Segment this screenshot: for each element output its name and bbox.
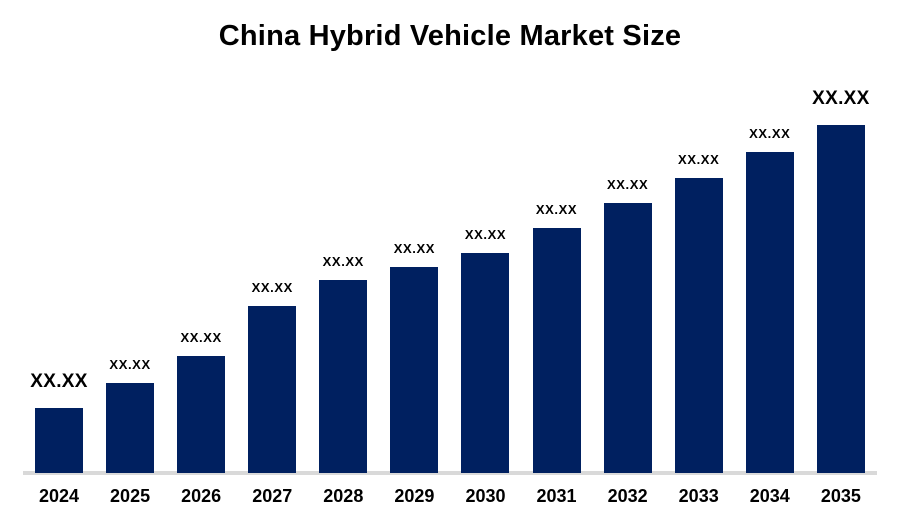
bar-value-label: XX.XX xyxy=(749,126,791,141)
bar xyxy=(390,267,439,473)
x-axis-label: 2025 xyxy=(110,486,151,506)
bar xyxy=(532,228,581,473)
x-axis-label: 2031 xyxy=(536,486,577,506)
bar xyxy=(177,356,226,473)
x-axis-line xyxy=(23,471,877,475)
bar xyxy=(745,152,794,473)
bar-group: XX.XX xyxy=(603,177,652,473)
x-axis-label: 2035 xyxy=(820,486,861,506)
bar-group: XX.XX xyxy=(248,280,297,473)
bar-value-label: XX.XX xyxy=(464,227,507,242)
bar-group: XX.XX xyxy=(812,88,869,473)
bar-group: XX.XX xyxy=(106,357,155,473)
bar-value-label: XX.XX xyxy=(678,152,720,167)
chart-title: China Hybrid Vehicle Market Size xyxy=(218,20,682,52)
bar-value-label: XX.XX xyxy=(30,371,88,392)
bar-value-label: XX.XX xyxy=(109,357,151,372)
bar xyxy=(106,383,155,473)
bar-group: XX.XX xyxy=(745,126,794,473)
bar-value-label: XX.XX xyxy=(393,241,436,256)
bar-value-label: XX.XX xyxy=(812,88,870,109)
x-axis-label: 2030 xyxy=(465,486,506,506)
x-axis-label: 2026 xyxy=(181,486,222,506)
bar-value-label: XX.XX xyxy=(251,280,293,295)
bar-group: XX.XX xyxy=(319,254,368,473)
bar xyxy=(674,178,723,473)
x-axis-label: 2028 xyxy=(323,486,364,506)
x-axis-label: 2027 xyxy=(252,486,293,506)
x-axis-label: 2024 xyxy=(38,486,80,506)
x-axis-labels-row: 2024 2025 2026 2027 2028 2029 2030 2031 2032 2033… xyxy=(35,486,865,507)
bar xyxy=(248,306,297,473)
bar xyxy=(603,203,652,473)
x-axis-label: 2032 xyxy=(607,486,648,506)
bar xyxy=(35,408,83,473)
x-axis-label: 2034 xyxy=(749,486,790,506)
bar xyxy=(461,253,510,473)
bar-group: XX.XX xyxy=(390,241,439,473)
bar xyxy=(319,280,368,473)
plot-area: XX.XX XX.XX XX.XX XX.XX XX.XX XX.XX XX.XX XX.XX… xyxy=(30,88,869,473)
bar-value-label: XX.XX xyxy=(322,254,364,269)
bar-value-label: XX.XX xyxy=(180,330,222,345)
x-axis-label: 2033 xyxy=(678,486,719,506)
x-axis-label: 2029 xyxy=(394,486,435,506)
bar-group: XX.XX xyxy=(532,202,581,473)
bar-value-label: XX.XX xyxy=(606,177,649,192)
bar-group: XX.XX xyxy=(177,330,226,473)
bar-group: XX.XX xyxy=(461,227,510,473)
bar xyxy=(816,125,865,473)
bar-group: XX.XX xyxy=(30,371,87,473)
bar-group: XX.XX xyxy=(674,152,723,473)
bar-value-label: XX.XX xyxy=(535,202,578,217)
